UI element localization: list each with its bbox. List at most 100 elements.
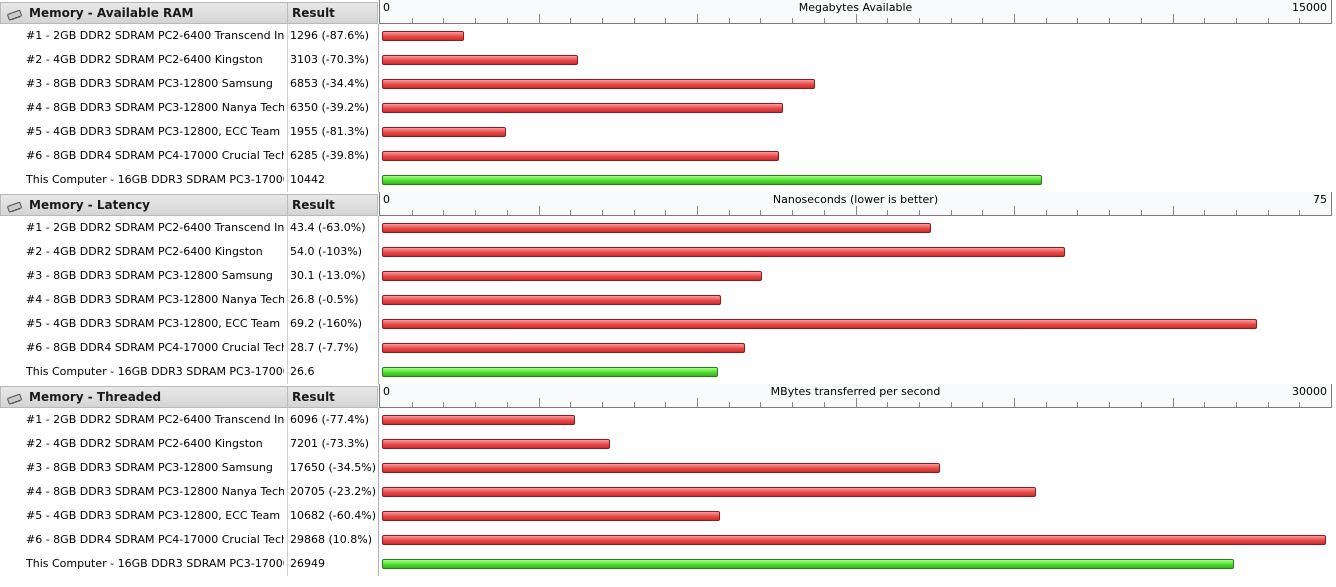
axis-tick: [1204, 210, 1205, 215]
axis-tick: [1109, 210, 1110, 215]
axis-tick: [412, 210, 413, 215]
comparison-bar: [382, 223, 931, 233]
memory-chip-icon: [7, 199, 23, 213]
result-row[interactable]: #1 - 2GB DDR2 SDRAM PC2-6400 Transcend I…: [0, 216, 1336, 240]
axis-tick: [1141, 210, 1142, 215]
axis-tick: [729, 402, 730, 407]
result-row[interactable]: #5 - 4GB DDR3 SDRAM PC3-12800, ECC Team …: [0, 504, 1336, 528]
axis-tick: [1236, 18, 1237, 23]
device-name: #6 - 8GB DDR4 SDRAM PC4-17000 Crucial Te…: [26, 341, 284, 354]
axis-tick: [1268, 210, 1269, 215]
axis-tick: [1014, 14, 1015, 23]
axis-tick: [602, 402, 603, 407]
result-row[interactable]: #6 - 8GB DDR4 SDRAM PC4-17000 Crucial Te…: [0, 528, 1336, 552]
result-row[interactable]: #2 - 4GB DDR2 SDRAM PC2-6400 Kingston 310…: [0, 48, 1336, 72]
memory-chip-icon: [7, 7, 23, 21]
section-title-label: Memory - Latency: [29, 198, 151, 212]
comparison-bar: [382, 151, 779, 161]
axis-tick: [951, 402, 952, 407]
result-row[interactable]: This Computer - 16GB DDR3 SDRAM PC3-1700…: [0, 168, 1336, 192]
axis-tick: [1141, 18, 1142, 23]
result-row[interactable]: #1 - 2GB DDR2 SDRAM PC2-6400 Transcend I…: [0, 24, 1336, 48]
result-row[interactable]: This Computer - 16GB DDR3 SDRAM PC3-1700…: [0, 360, 1336, 384]
result-row[interactable]: #4 - 8GB DDR3 SDRAM PC3-12800 Nanya Tech…: [0, 480, 1336, 504]
axis-tick: [1077, 210, 1078, 215]
axis-tick: [824, 18, 825, 23]
axis-tick: [443, 18, 444, 23]
device-name: #5 - 4GB DDR3 SDRAM PC3-12800, ECC Team …: [26, 509, 284, 522]
axis-tick: [919, 210, 920, 215]
chart-axis-header: 0 Megabytes Available 15000: [379, 0, 1332, 24]
comparison-bar: [382, 439, 610, 449]
axis-tick: [1268, 18, 1269, 23]
result-column-header[interactable]: Result: [287, 2, 378, 24]
result-value: 28.7 (-7.7%): [290, 341, 359, 354]
axis-tick: [1141, 402, 1142, 407]
axis-max-label: 30000: [1292, 385, 1327, 398]
axis-min-label: 0: [383, 385, 390, 398]
benchmark-section: Memory - Latency Result 0 Nanoseconds (lowe…: [0, 192, 1336, 384]
section-title[interactable]: Memory - Threaded: [0, 386, 287, 408]
comparison-bar: [382, 31, 464, 41]
axis-tick: [951, 18, 952, 23]
result-row[interactable]: #1 - 2GB DDR2 SDRAM PC2-6400 Transcend I…: [0, 408, 1336, 432]
device-name: #1 - 2GB DDR2 SDRAM PC2-6400 Transcend I…: [26, 413, 284, 426]
device-name: #5 - 4GB DDR3 SDRAM PC3-12800, ECC Team …: [26, 125, 284, 138]
axis-tick: [792, 18, 793, 23]
axis-tick: [507, 18, 508, 23]
axis-tick: [475, 402, 476, 407]
result-row[interactable]: #3 - 8GB DDR3 SDRAM PC3-12800 Samsung 176…: [0, 456, 1336, 480]
result-row[interactable]: #4 - 8GB DDR3 SDRAM PC3-12800 Nanya Tech…: [0, 288, 1336, 312]
result-row[interactable]: #3 - 8GB DDR3 SDRAM PC3-12800 Samsung 685…: [0, 72, 1336, 96]
result-value: 7201 (-73.3%): [290, 437, 369, 450]
result-row[interactable]: #5 - 4GB DDR3 SDRAM PC3-12800, ECC Team …: [0, 120, 1336, 144]
result-row[interactable]: This Computer - 16GB DDR3 SDRAM PC3-1700…: [0, 552, 1336, 576]
axis-title: Nanoseconds (lower is better): [772, 193, 939, 206]
axis-tick: [982, 210, 983, 215]
result-value: 10682 (-60.4%): [290, 509, 376, 522]
result-row[interactable]: #6 - 8GB DDR4 SDRAM PC4-17000 Crucial Te…: [0, 336, 1336, 360]
comparison-bar: [382, 127, 506, 137]
result-row[interactable]: #4 - 8GB DDR3 SDRAM PC3-12800 Nanya Tech…: [0, 96, 1336, 120]
this-computer-bar: [382, 175, 1042, 185]
result-row[interactable]: #2 - 4GB DDR2 SDRAM PC2-6400 Kingston 54.…: [0, 240, 1336, 264]
result-value: 43.4 (-63.0%): [290, 221, 366, 234]
comparison-bar: [382, 319, 1257, 329]
axis-max-label: 75: [1313, 193, 1327, 206]
comparison-bar: [382, 79, 815, 89]
result-row[interactable]: #3 - 8GB DDR3 SDRAM PC3-12800 Samsung 30.…: [0, 264, 1336, 288]
device-name: This Computer - 16GB DDR3 SDRAM PC3-1700…: [26, 173, 284, 186]
axis-tick: [1014, 398, 1015, 407]
axis-tick: [602, 210, 603, 215]
result-row[interactable]: #2 - 4GB DDR2 SDRAM PC2-6400 Kingston 720…: [0, 432, 1336, 456]
axis-title: Megabytes Available: [798, 1, 913, 14]
comparison-bar: [382, 247, 1065, 257]
axis-tick: [792, 210, 793, 215]
axis-tick: [1236, 210, 1237, 215]
axis-tick: [1204, 18, 1205, 23]
column-divider: [287, 216, 288, 384]
section-title-label: Memory - Threaded: [29, 390, 162, 404]
axis-tick: [634, 402, 635, 407]
result-row[interactable]: #5 - 4GB DDR3 SDRAM PC3-12800, ECC Team …: [0, 312, 1336, 336]
result-row[interactable]: #6 - 8GB DDR4 SDRAM PC4-17000 Crucial Te…: [0, 144, 1336, 168]
section-title[interactable]: Memory - Available RAM: [0, 2, 287, 24]
device-name: #4 - 8GB DDR3 SDRAM PC3-12800 Nanya Tech…: [26, 293, 284, 306]
result-value: 6350 (-39.2%): [290, 101, 369, 114]
comparison-bar: [382, 271, 762, 281]
axis-tick: [1299, 210, 1300, 215]
result-column-header[interactable]: Result: [287, 386, 378, 408]
comparison-bar: [382, 487, 1036, 497]
axis-tick: [919, 402, 920, 407]
comparison-bar: [382, 415, 575, 425]
axis-tick: [539, 206, 540, 215]
section-title[interactable]: Memory - Latency: [0, 194, 287, 216]
axis-tick: [412, 402, 413, 407]
result-column-header[interactable]: Result: [287, 194, 378, 216]
axis-tick: [856, 398, 857, 407]
result-value: 26.8 (-0.5%): [290, 293, 359, 306]
axis-tick: [1077, 18, 1078, 23]
axis-tick: [824, 210, 825, 215]
axis-tick: [824, 402, 825, 407]
column-divider: [378, 408, 379, 576]
